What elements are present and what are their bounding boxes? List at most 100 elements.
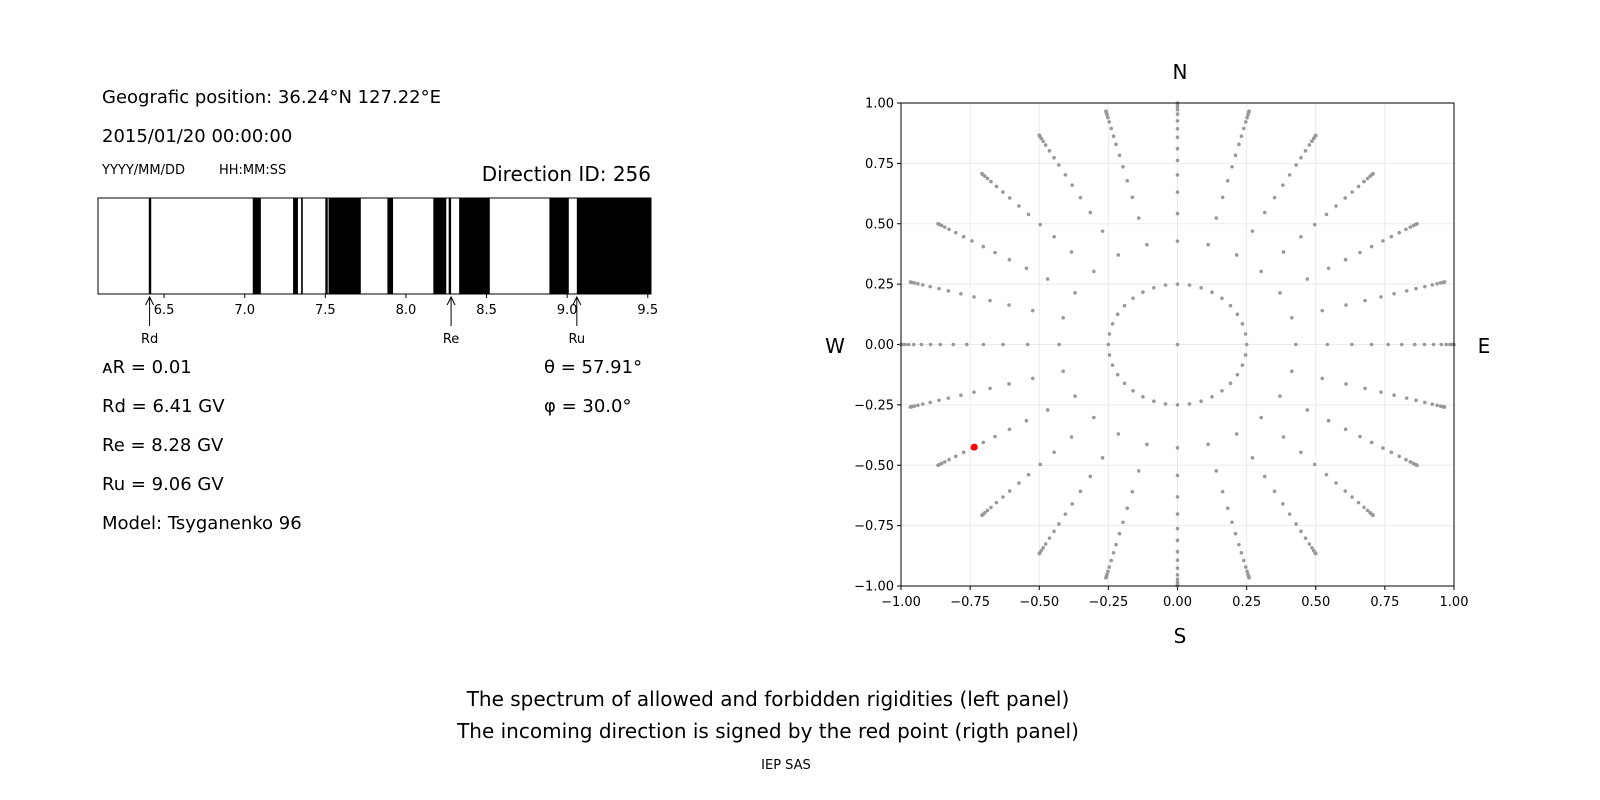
grid-point bbox=[1043, 542, 1048, 546]
grid-point bbox=[1100, 456, 1105, 460]
grid-point bbox=[1175, 538, 1180, 543]
grid-point bbox=[1175, 211, 1180, 216]
grid-point bbox=[1107, 565, 1112, 569]
forbidden-band bbox=[549, 198, 569, 294]
grid-point bbox=[1136, 216, 1141, 220]
grid-point bbox=[1175, 558, 1180, 562]
caption-line-1: The spectrum of allowed and forbidden ri… bbox=[466, 687, 1070, 711]
x-tick-label: 8.5 bbox=[476, 303, 497, 318]
grid-point bbox=[920, 283, 925, 287]
grid-point bbox=[1116, 432, 1121, 436]
grid-point bbox=[1001, 495, 1005, 499]
grid-point bbox=[1381, 239, 1385, 243]
grid-point bbox=[972, 390, 976, 394]
grid-point bbox=[1175, 190, 1180, 194]
grid-point bbox=[903, 342, 907, 347]
grid-point bbox=[1024, 266, 1029, 271]
grid-point bbox=[1369, 440, 1374, 445]
grid-point bbox=[1350, 495, 1354, 499]
grid-point bbox=[1007, 303, 1011, 307]
grid-point bbox=[1106, 569, 1110, 574]
grid-point bbox=[1187, 402, 1192, 406]
grid-point bbox=[1117, 531, 1122, 536]
grid-point bbox=[1324, 212, 1329, 217]
grid-point bbox=[1239, 134, 1244, 138]
grid-point bbox=[1024, 418, 1029, 423]
grid-point bbox=[1175, 473, 1180, 478]
forbidden-band bbox=[148, 198, 152, 294]
grid-point bbox=[936, 463, 940, 468]
grid-point bbox=[1122, 303, 1127, 308]
grid-point bbox=[937, 286, 941, 291]
rigidity-spectrum: 6.5 7.0 7.5 8.0 8.5 9.0 9.5 Rd Re Ru bbox=[97, 197, 658, 347]
caption-line-2: The incoming direction is signed by the … bbox=[456, 719, 1079, 743]
grid-point bbox=[953, 230, 958, 235]
theta-value: θ = 57.91° bbox=[544, 357, 642, 378]
re-value: Re = 8.28 GV bbox=[102, 435, 224, 456]
grid-point bbox=[1220, 489, 1225, 494]
grid-point bbox=[1199, 285, 1203, 290]
grid-point bbox=[1057, 163, 1061, 167]
date-format-label: YYYY/MM/DD bbox=[101, 163, 185, 178]
grid-point bbox=[1305, 277, 1310, 281]
grid-point bbox=[1310, 139, 1314, 144]
grid-point bbox=[1431, 342, 1436, 347]
grid-point bbox=[1214, 216, 1219, 220]
grid-point bbox=[1247, 109, 1251, 114]
grid-point bbox=[1299, 234, 1303, 239]
grid-point bbox=[1109, 558, 1114, 563]
grid-point bbox=[1237, 142, 1241, 147]
x-tick-label: 9.5 bbox=[637, 303, 658, 318]
grid-point bbox=[942, 225, 947, 229]
grid-point bbox=[1104, 109, 1108, 114]
grid-point bbox=[1362, 179, 1366, 184]
grid-point bbox=[959, 292, 963, 296]
grid-point bbox=[1243, 353, 1248, 357]
grid-point bbox=[1241, 126, 1246, 131]
grid-point bbox=[1206, 442, 1210, 447]
x-tick-label: −1.00 bbox=[881, 595, 921, 610]
grid-point bbox=[908, 280, 913, 284]
compass-south: S bbox=[1174, 624, 1187, 648]
grid-point bbox=[1001, 342, 1005, 347]
grid-point bbox=[946, 289, 951, 293]
grid-point bbox=[1379, 295, 1383, 299]
grid-point bbox=[1111, 134, 1116, 138]
grid-point bbox=[1063, 512, 1068, 516]
grid-point bbox=[1371, 513, 1375, 518]
x-tick-label: 7.0 bbox=[234, 303, 255, 318]
grid-point bbox=[1442, 280, 1447, 284]
grid-point bbox=[1007, 196, 1012, 200]
grid-point bbox=[1294, 522, 1298, 526]
grid-point bbox=[1350, 342, 1354, 347]
grid-point bbox=[1007, 257, 1012, 262]
grid-point bbox=[1281, 502, 1285, 506]
grid-point bbox=[1281, 183, 1285, 187]
grid-point bbox=[1045, 277, 1050, 281]
grid-point bbox=[1220, 195, 1225, 200]
grid-point bbox=[1175, 135, 1180, 140]
grid-point bbox=[1106, 342, 1111, 347]
grid-point bbox=[1369, 244, 1374, 249]
grid-point bbox=[1037, 551, 1042, 556]
grid-point bbox=[1175, 446, 1180, 450]
grid-point bbox=[1109, 126, 1114, 131]
grid-point bbox=[1412, 342, 1417, 347]
grid-point bbox=[1307, 143, 1312, 147]
grid-point bbox=[1356, 184, 1361, 189]
grid-point bbox=[1073, 394, 1077, 398]
grid-point bbox=[1107, 332, 1112, 336]
grid-point bbox=[1070, 502, 1074, 506]
grid-point bbox=[1245, 115, 1249, 120]
grid-point bbox=[1404, 396, 1409, 400]
grid-point bbox=[1073, 291, 1077, 295]
x-tick-label: −0.25 bbox=[1088, 595, 1128, 610]
grid-point bbox=[1343, 427, 1348, 432]
grid-point bbox=[1415, 463, 1419, 468]
grid-point bbox=[1350, 190, 1354, 194]
grid-point bbox=[1116, 253, 1121, 257]
grid-point bbox=[1241, 558, 1246, 563]
grid-point bbox=[961, 234, 966, 239]
grid-point bbox=[1278, 291, 1282, 295]
grid-point bbox=[1175, 342, 1180, 347]
